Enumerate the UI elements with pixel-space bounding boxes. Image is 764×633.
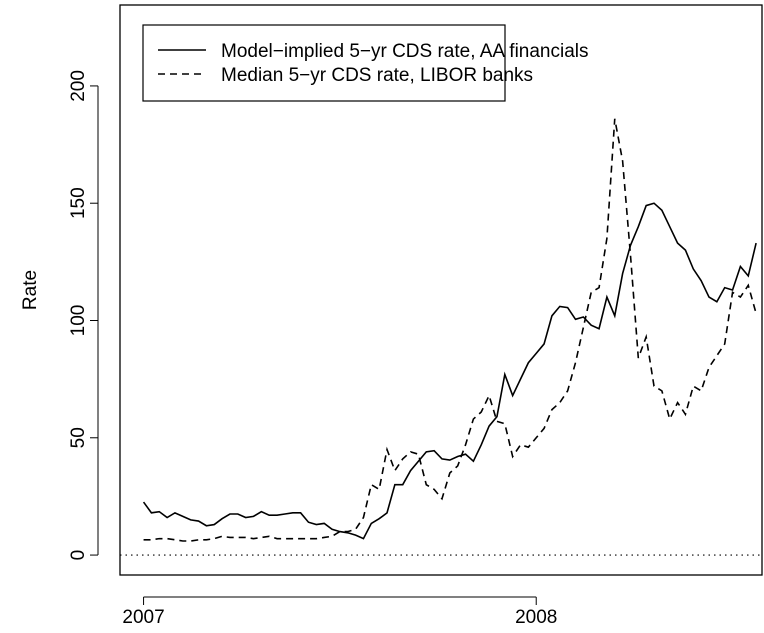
x-tick-label: 2007	[122, 607, 164, 628]
legend-label: Median 5−yr CDS rate, LIBOR banks	[221, 65, 533, 86]
y-tick-label: 0	[68, 550, 89, 561]
y-tick-label: 50	[68, 427, 89, 448]
y-axis-label: Rate	[20, 270, 41, 310]
series-line	[143, 118, 757, 542]
x-tick-label: 2008	[515, 607, 557, 628]
y-tick-label: 100	[68, 305, 89, 337]
legend-label: Model−implied 5−yr CDS rate, AA financia…	[221, 41, 589, 62]
y-tick-label: 200	[68, 70, 89, 102]
series-line	[142, 202, 757, 540]
plot-box	[119, 4, 763, 576]
legend-box	[142, 24, 506, 102]
y-tick-label: 150	[68, 187, 89, 219]
